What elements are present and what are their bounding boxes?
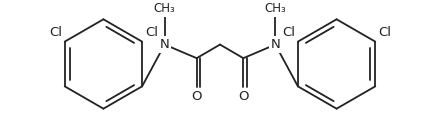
Text: O: O	[191, 90, 202, 103]
Text: Cl: Cl	[282, 26, 295, 39]
Text: Cl: Cl	[378, 26, 391, 39]
Text: Cl: Cl	[49, 26, 62, 39]
Text: N: N	[271, 38, 280, 51]
Text: CH₃: CH₃	[154, 2, 176, 15]
Text: N: N	[160, 38, 169, 51]
Text: CH₃: CH₃	[264, 2, 286, 15]
Text: O: O	[238, 90, 249, 103]
Text: Cl: Cl	[145, 26, 158, 39]
